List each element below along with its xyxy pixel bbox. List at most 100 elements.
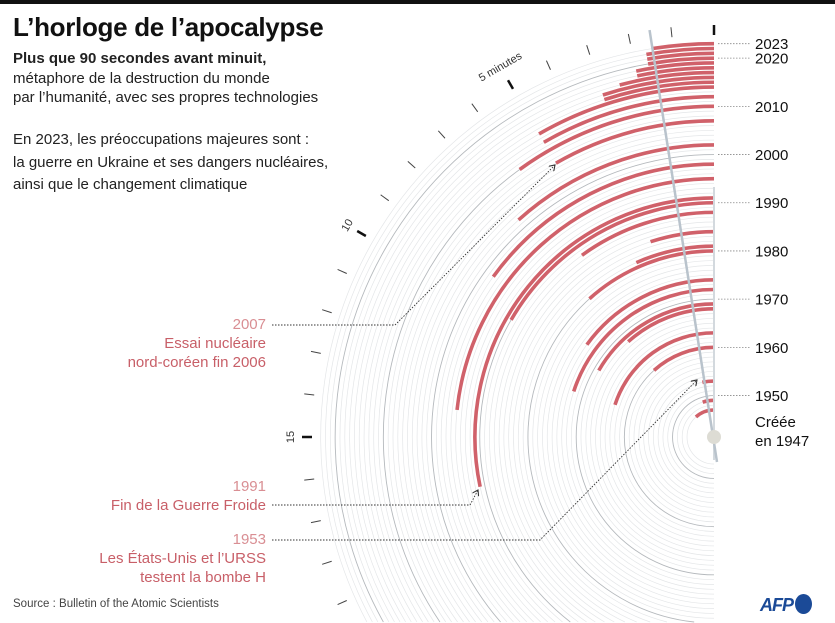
minute-tick — [310, 350, 321, 354]
arc-1980 — [588, 249, 715, 301]
year-ring — [411, 134, 715, 623]
annotation-leader — [272, 490, 478, 506]
year-ring — [614, 337, 715, 537]
minute-tick — [337, 268, 347, 274]
year-ring — [469, 192, 715, 623]
year-ring — [339, 62, 715, 623]
year-ring — [570, 293, 715, 581]
annotation-1991: 1991 Fin de la Guerre Froide — [111, 477, 266, 515]
arc-2020 — [647, 56, 715, 66]
arc-1990 — [509, 200, 715, 321]
year-ring — [672, 395, 715, 479]
minute-tick — [407, 160, 416, 169]
year-ring — [378, 101, 715, 623]
annotation-text: Essai nucléaire — [164, 335, 266, 352]
year-label: 1980 — [755, 243, 788, 260]
minute-tick — [670, 27, 673, 38]
arc-1998 — [491, 162, 715, 278]
year-ring — [556, 279, 715, 595]
minute-tick — [471, 103, 479, 113]
created-label-line: Créée — [755, 414, 796, 431]
minute-tick-label: 5 minutes — [477, 50, 525, 84]
created-label: Créée en 1947 — [755, 413, 809, 451]
arc-1947 — [694, 408, 715, 419]
year-label: 2023 — [755, 36, 788, 53]
arc-1995 — [455, 176, 715, 411]
annotation-year: 1953 — [232, 531, 266, 548]
source-note: Source : Bulletin of the Atomic Scientis… — [13, 598, 219, 610]
annotation-1953: 1953 Les États-Unis et l’URSS testent la… — [99, 530, 266, 587]
year-ring — [542, 265, 715, 609]
year-ring — [363, 86, 715, 623]
page-title: L’horloge de l’apocalypse — [13, 12, 324, 42]
year-ring — [344, 67, 715, 623]
year-ring — [368, 91, 715, 623]
annotation-2007: 2007 Essai nucléaire nord-coréen fin 200… — [128, 315, 266, 372]
year-ring — [325, 48, 715, 623]
year-ring — [431, 154, 715, 623]
year-ring — [354, 77, 715, 623]
year-ring — [513, 236, 715, 623]
minute-tick — [304, 393, 315, 396]
paragraph-line: la guerre en Ukraine et ses dangers nucl… — [13, 153, 329, 171]
arc-2022 — [646, 46, 715, 57]
arc-2021 — [646, 51, 715, 61]
year-label: 2000 — [755, 147, 788, 164]
year-label: 1990 — [755, 195, 788, 212]
year-ring — [407, 130, 715, 623]
major-minute-tick — [506, 79, 515, 90]
year-ring — [532, 255, 715, 619]
minute-tick — [437, 130, 446, 139]
annotation-year: 1991 — [232, 478, 266, 495]
arc-2018 — [636, 65, 715, 78]
major-minute-tick — [356, 229, 367, 238]
year-ring — [498, 221, 715, 623]
year-label: 1970 — [755, 292, 788, 309]
year-ring — [657, 380, 715, 494]
year-ring — [681, 404, 715, 470]
minute-tick — [627, 33, 631, 44]
year-ring — [677, 400, 715, 474]
year-label: 1950 — [755, 388, 788, 405]
year-ring — [329, 52, 715, 623]
minute-tick-label: 10 — [339, 217, 356, 234]
subtitle-bold: Plus que 90 secondes avant minuit, — [13, 50, 267, 67]
year-ring — [358, 81, 715, 623]
year-ring — [402, 125, 715, 623]
arc-1991 — [473, 196, 715, 488]
year-ring — [334, 57, 715, 623]
year-ring — [503, 226, 715, 623]
minute-tick — [337, 600, 347, 606]
year-ring — [652, 375, 715, 499]
year-label: 2020 — [755, 51, 788, 68]
year-ring — [484, 207, 715, 623]
year-ring — [349, 72, 715, 623]
year-ring — [450, 173, 715, 623]
year-ring — [643, 366, 715, 508]
created-label-line: en 1947 — [755, 433, 810, 450]
arc-2007 — [555, 119, 715, 165]
arc-2019 — [635, 61, 715, 73]
year-ring — [667, 390, 715, 484]
annotation-leader — [272, 380, 697, 541]
paragraph-line: ainsi que le changement climatique — [13, 176, 248, 193]
arc-1969 — [597, 302, 715, 372]
subtitle-line: métaphore de la destruction du monde — [13, 69, 270, 87]
year-ring — [638, 361, 715, 513]
year-ring — [623, 346, 715, 528]
year-ring — [416, 139, 715, 623]
arc-2017 — [619, 70, 715, 87]
arc-2002 — [517, 143, 715, 222]
year-ring — [493, 216, 715, 623]
year-ring — [460, 183, 715, 623]
minute-tick — [545, 60, 551, 70]
annotation-text: Fin de la Guerre Froide — [110, 497, 266, 514]
arc-1988 — [580, 210, 715, 257]
arc-1968 — [627, 306, 715, 344]
minute-tick — [380, 194, 390, 202]
year-ring — [648, 371, 715, 503]
year-ring — [561, 284, 715, 590]
annotation-text: testent la bombe H — [140, 569, 266, 586]
